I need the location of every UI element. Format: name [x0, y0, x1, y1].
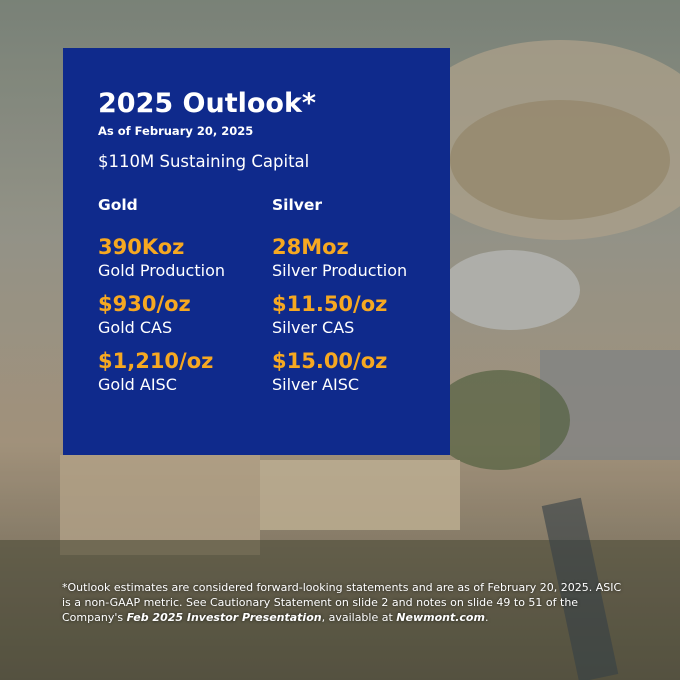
column-heading: Silver: [272, 196, 323, 214]
silver-column: Silver 28Moz Silver Production $11.50/oz…: [272, 196, 452, 405]
metric-value: $11.50/oz: [272, 292, 388, 316]
footnote-text: *Outlook estimates are considered forwar…: [62, 581, 622, 624]
metric-label: Silver AISC: [272, 375, 360, 394]
metric-value: $15.00/oz: [272, 349, 388, 373]
sustaining-capital: $110M Sustaining Capital: [98, 152, 310, 171]
footnote: *Outlook estimates are considered forwar…: [62, 580, 632, 625]
metric-label: Silver CAS: [272, 318, 355, 337]
metric-label: Gold AISC: [98, 375, 177, 394]
metric-label: Gold CAS: [98, 318, 173, 337]
footnote-emphasis: Feb 2025 Investor Presentation: [126, 611, 322, 624]
gold-column: Gold 390Koz Gold Production $930/oz Gold…: [98, 196, 278, 405]
metric-value: $930/oz: [98, 292, 191, 316]
footnote-text: , available at: [321, 611, 397, 624]
date: As of February 20, 2025: [98, 124, 254, 138]
title: 2025 Outlook*: [98, 88, 317, 119]
metric-label: Gold Production: [98, 261, 225, 280]
metric-value: 390Koz: [98, 235, 185, 259]
metric-value: 28Moz: [272, 235, 349, 259]
footnote-link: Newmont.com: [396, 611, 485, 624]
metric-value: $1,210/oz: [98, 349, 214, 373]
footnote-text: .: [484, 611, 489, 624]
column-heading: Gold: [98, 196, 138, 214]
outlook-panel: 2025 Outlook* As of February 20, 2025 $1…: [63, 48, 450, 455]
metric-label: Silver Production: [272, 261, 408, 280]
